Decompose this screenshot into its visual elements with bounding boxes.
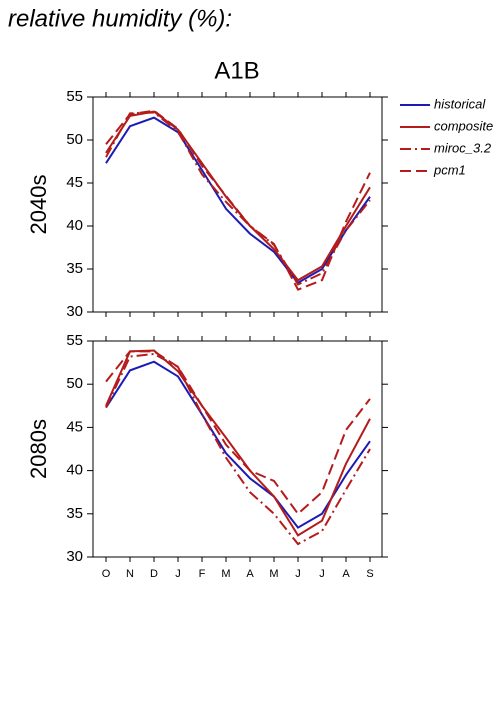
y-tick-label: 30 <box>66 303 83 320</box>
x-tick-label: J <box>175 568 181 580</box>
series-line <box>105 352 371 546</box>
x-tick-label: J <box>319 568 325 580</box>
series-line <box>105 350 371 516</box>
series-line <box>105 111 371 286</box>
series-line <box>105 109 371 291</box>
y-tick-label: 55 <box>66 88 83 105</box>
y-tick-label: 45 <box>66 418 83 435</box>
y-tick-label: 35 <box>66 260 83 277</box>
y-tick-label: 40 <box>66 217 83 234</box>
legend-label: pcm1 <box>433 162 466 177</box>
x-tick-label: A <box>246 568 254 580</box>
y-tick-label: 50 <box>66 375 83 392</box>
page-heading: relative humidity (%): <box>8 5 232 32</box>
legend-label: historical <box>434 96 486 111</box>
plot-frame <box>92 340 383 558</box>
y-tick-label: 45 <box>66 174 83 191</box>
x-tick-label: D <box>150 568 158 580</box>
series-line <box>105 116 371 285</box>
y-axis-label: 2040s <box>26 175 51 235</box>
x-tick-label: M <box>221 568 230 580</box>
x-tick-label: J <box>295 568 301 580</box>
y-tick-label: 30 <box>66 548 83 565</box>
y-axis-label: 2080s <box>26 419 51 479</box>
legend-label: composite <box>434 118 493 133</box>
plot-frame <box>92 96 383 313</box>
x-tick-label: A <box>342 568 350 580</box>
x-tick-label: M <box>269 568 278 580</box>
y-tick-label: 35 <box>66 505 83 522</box>
x-tick-label: S <box>366 568 373 580</box>
y-tick-label: 40 <box>66 462 83 479</box>
x-tick-label: F <box>199 568 206 580</box>
x-tick-label: O <box>102 568 111 580</box>
legend-label: miroc_3.2 <box>434 140 492 155</box>
chart-title: A1B <box>214 57 259 84</box>
series-line <box>105 360 371 529</box>
y-tick-label: 50 <box>66 131 83 148</box>
series-line <box>105 349 371 537</box>
y-tick-label: 55 <box>66 332 83 349</box>
x-tick-label: N <box>126 568 134 580</box>
